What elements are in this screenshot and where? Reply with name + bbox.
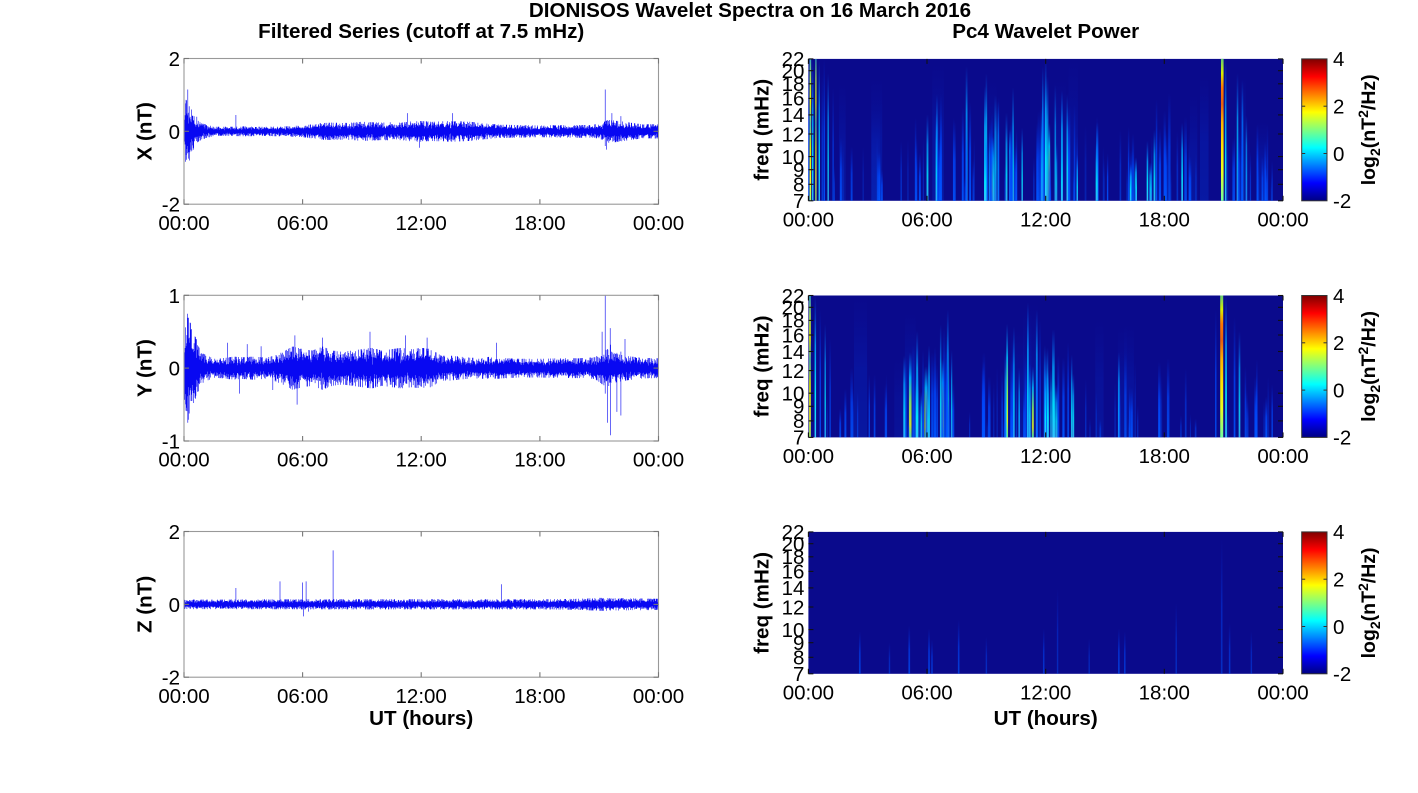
svg-text:18:00: 18:00 — [1139, 681, 1190, 704]
svg-text:18:00: 18:00 — [1139, 445, 1190, 468]
svg-text:DIONISOS Wavelet Spectra on 16: DIONISOS Wavelet Spectra on 16 March 201… — [529, 0, 971, 22]
svg-text:12:00: 12:00 — [396, 449, 447, 472]
svg-text:22: 22 — [782, 285, 805, 308]
svg-text:20: 20 — [782, 60, 805, 83]
svg-text:2: 2 — [169, 521, 180, 544]
svg-text:8: 8 — [793, 410, 804, 433]
svg-text:06:00: 06:00 — [901, 208, 952, 231]
svg-text:18:00: 18:00 — [514, 685, 565, 708]
svg-text:10: 10 — [782, 146, 805, 169]
svg-text:0: 0 — [1333, 616, 1344, 639]
svg-text:20: 20 — [782, 297, 805, 320]
svg-text:14: 14 — [782, 341, 805, 364]
svg-text:UT (hours): UT (hours) — [994, 707, 1098, 730]
svg-text:0: 0 — [169, 594, 180, 617]
svg-text:00:00: 00:00 — [1257, 681, 1308, 704]
svg-text:UT (hours): UT (hours) — [369, 707, 473, 730]
svg-text:-2: -2 — [1333, 663, 1351, 686]
svg-text:18: 18 — [782, 310, 805, 333]
svg-text:0: 0 — [1333, 379, 1344, 402]
svg-text:log2(nT2/Hz): log2(nT2/Hz) — [1355, 311, 1384, 422]
svg-text:18: 18 — [782, 546, 805, 569]
svg-text:-1: -1 — [162, 431, 180, 454]
svg-text:12:00: 12:00 — [396, 685, 447, 708]
svg-text:00:00: 00:00 — [633, 449, 684, 472]
svg-text:4: 4 — [1333, 48, 1344, 71]
svg-text:-2: -2 — [1333, 427, 1351, 450]
svg-text:1: 1 — [169, 285, 180, 308]
svg-text:12: 12 — [782, 360, 805, 383]
svg-text:18:00: 18:00 — [1139, 208, 1190, 231]
svg-text:9: 9 — [793, 396, 804, 419]
svg-text:2: 2 — [169, 48, 180, 71]
svg-text:18:00: 18:00 — [514, 212, 565, 235]
svg-text:18: 18 — [782, 73, 805, 96]
svg-text:freq (mHz): freq (mHz) — [751, 552, 774, 654]
svg-text:06:00: 06:00 — [277, 212, 328, 235]
svg-text:00:00: 00:00 — [633, 212, 684, 235]
svg-text:-2: -2 — [162, 667, 180, 690]
svg-text:9: 9 — [793, 159, 804, 182]
svg-text:12: 12 — [782, 596, 805, 619]
svg-text:06:00: 06:00 — [901, 681, 952, 704]
svg-text:06:00: 06:00 — [901, 445, 952, 468]
svg-text:freq (mHz): freq (mHz) — [751, 315, 774, 417]
svg-text:X (nT): X (nT) — [134, 102, 157, 160]
svg-text:22: 22 — [782, 521, 805, 544]
svg-text:00:00: 00:00 — [1257, 208, 1308, 231]
svg-text:9: 9 — [793, 632, 804, 655]
svg-text:2: 2 — [1333, 569, 1344, 592]
svg-text:2: 2 — [1333, 96, 1344, 119]
svg-text:12: 12 — [782, 123, 805, 146]
svg-text:06:00: 06:00 — [277, 449, 328, 472]
svg-text:14: 14 — [782, 104, 805, 127]
svg-text:00:00: 00:00 — [783, 445, 834, 468]
svg-text:00:00: 00:00 — [783, 208, 834, 231]
svg-text:freq (mHz): freq (mHz) — [751, 79, 774, 181]
svg-text:16: 16 — [782, 324, 805, 347]
svg-text:12:00: 12:00 — [396, 212, 447, 235]
svg-text:00:00: 00:00 — [158, 685, 209, 708]
svg-text:10: 10 — [782, 383, 805, 406]
svg-text:Y (nT): Y (nT) — [134, 339, 157, 397]
svg-text:-2: -2 — [1333, 190, 1351, 213]
svg-text:2: 2 — [1333, 332, 1344, 355]
svg-text:00:00: 00:00 — [158, 212, 209, 235]
svg-text:Pc4 Wavelet Power: Pc4 Wavelet Power — [952, 20, 1139, 43]
svg-text:Filtered Series (cutoff at 7.5: Filtered Series (cutoff at 7.5 mHz) — [258, 20, 584, 43]
svg-text:00:00: 00:00 — [783, 681, 834, 704]
svg-text:20: 20 — [782, 533, 805, 556]
svg-text:12:00: 12:00 — [1020, 681, 1071, 704]
svg-text:00:00: 00:00 — [633, 685, 684, 708]
svg-text:7: 7 — [793, 427, 804, 450]
svg-text:4: 4 — [1333, 285, 1344, 308]
svg-text:18:00: 18:00 — [514, 449, 565, 472]
svg-text:log2(nT2/Hz): log2(nT2/Hz) — [1355, 74, 1384, 185]
svg-text:12:00: 12:00 — [1020, 445, 1071, 468]
svg-text:log2(nT2/Hz): log2(nT2/Hz) — [1355, 547, 1384, 658]
svg-text:0: 0 — [1333, 143, 1344, 166]
svg-text:00:00: 00:00 — [158, 449, 209, 472]
svg-text:00:00: 00:00 — [1257, 445, 1308, 468]
svg-text:14: 14 — [782, 577, 805, 600]
svg-text:8: 8 — [793, 647, 804, 670]
svg-text:8: 8 — [793, 174, 804, 197]
svg-text:22: 22 — [782, 48, 805, 71]
svg-text:12:00: 12:00 — [1020, 208, 1071, 231]
svg-text:16: 16 — [782, 561, 805, 584]
svg-text:-2: -2 — [162, 194, 180, 217]
svg-text:10: 10 — [782, 619, 805, 642]
svg-text:0: 0 — [169, 358, 180, 381]
svg-text:4: 4 — [1333, 521, 1344, 544]
svg-text:Z (nT): Z (nT) — [134, 576, 157, 633]
svg-text:7: 7 — [793, 663, 804, 686]
svg-text:06:00: 06:00 — [277, 685, 328, 708]
svg-text:16: 16 — [782, 88, 805, 111]
svg-text:7: 7 — [793, 190, 804, 213]
svg-text:0: 0 — [169, 121, 180, 144]
